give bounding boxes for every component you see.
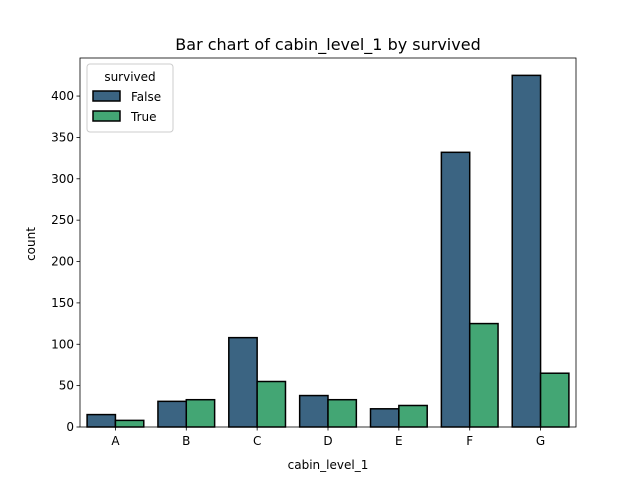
bar-G-true: [539, 372, 570, 428]
bar-F-true: [468, 322, 499, 428]
x-tick-label-D: D: [323, 434, 332, 448]
legend: survived False True: [86, 63, 174, 133]
bar-A-true: [114, 419, 145, 428]
bar-C-true: [256, 380, 287, 428]
y-axis-label: count: [24, 227, 38, 261]
y-tick-label-400: 400: [51, 89, 74, 103]
bar-G-false: [511, 74, 542, 428]
bar-E-false: [369, 408, 400, 428]
y-tick-label-0: 0: [66, 420, 74, 434]
y-tick-label-350: 350: [51, 130, 74, 144]
legend-label-false: False: [131, 90, 161, 104]
x-tick-label-A: A: [111, 434, 120, 448]
x-tick-label-B: B: [182, 434, 190, 448]
legend-title: survived: [104, 70, 155, 84]
bar-C-false: [228, 336, 258, 428]
x-tick-label-E: E: [395, 434, 403, 448]
bar-B-false: [157, 400, 188, 428]
y-tick-label-50: 50: [59, 379, 74, 393]
y-tick-label-150: 150: [51, 296, 74, 310]
legend-swatch-true: [92, 110, 121, 122]
bar-E-true: [398, 404, 428, 428]
bar-B-true: [185, 398, 216, 428]
legend-swatch-false: [92, 90, 121, 102]
y-tick-label-300: 300: [51, 172, 74, 186]
bars-layer: [86, 74, 570, 428]
x-tick-label-G: G: [536, 434, 545, 448]
x-tick-label-C: C: [253, 434, 261, 448]
y-tick-label-250: 250: [51, 213, 74, 227]
bar-D-true: [327, 398, 358, 428]
bar-F-false: [440, 151, 471, 428]
axes-layer: 0 50 100 150 200 250 300 350 400 A B C D E F G: [51, 57, 577, 448]
y-tick-label-200: 200: [51, 255, 74, 269]
chart-title: Bar chart of cabin_level_1 by survived: [175, 35, 480, 55]
x-axis-label: cabin_level_1: [288, 458, 369, 472]
legend-label-true: True: [130, 110, 157, 124]
y-tick-label-100: 100: [51, 337, 74, 351]
bar-D-false: [298, 394, 329, 428]
bar-A-false: [86, 413, 117, 428]
x-tick-label-F: F: [466, 434, 473, 448]
